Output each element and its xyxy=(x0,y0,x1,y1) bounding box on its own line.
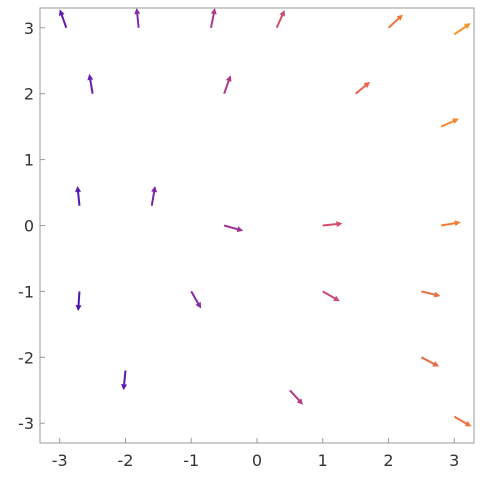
arrow-layer xyxy=(58,8,472,427)
vector-arrow-15 xyxy=(440,220,461,227)
y-tick-label: -2 xyxy=(18,348,34,367)
vector-arrow-13 xyxy=(223,224,244,233)
vector-arrow-16 xyxy=(75,291,82,312)
vector-arrow-7 xyxy=(87,73,94,94)
vector-arrow-4 xyxy=(275,9,285,29)
x-tick-label: 1 xyxy=(318,451,328,470)
vector-arrow-3 xyxy=(209,8,217,28)
vector-arrow-6 xyxy=(453,23,471,36)
y-tick-label: 0 xyxy=(24,217,34,236)
vector-arrow-14 xyxy=(322,221,343,228)
vector-arrow-21 xyxy=(289,389,304,405)
x-tick-label: -3 xyxy=(52,451,68,470)
x-tick-label: -1 xyxy=(183,451,199,470)
vector-arrow-20 xyxy=(121,370,128,391)
vector-arrow-17 xyxy=(190,290,202,309)
vector-arrow-2 xyxy=(134,8,141,28)
vector-arrow-11 xyxy=(75,185,82,206)
y-tick-label: -3 xyxy=(18,414,34,433)
x-tick-label: 2 xyxy=(383,451,393,470)
vector-arrow-22 xyxy=(420,356,440,367)
y-tick-label: -1 xyxy=(18,282,34,301)
vector-arrow-12 xyxy=(150,185,158,206)
x-axis: -3 -2 -1 0 1 2 3 xyxy=(52,438,459,470)
vector-arrow-8 xyxy=(223,75,232,95)
vector-arrow-19 xyxy=(421,290,441,298)
vector-arrow-10 xyxy=(440,118,459,128)
y-tick-label: 1 xyxy=(24,151,34,170)
x-tick-label: 0 xyxy=(252,451,262,470)
vector-arrow-9 xyxy=(355,81,371,95)
vector-arrow-18 xyxy=(322,290,340,302)
y-axis: -3 -2 -1 0 1 2 3 xyxy=(18,19,45,433)
vector-arrow-23 xyxy=(453,415,472,427)
plot-frame xyxy=(39,7,475,444)
x-tick-label: 3 xyxy=(449,451,459,470)
y-tick-label: 2 xyxy=(24,85,34,104)
y-tick-label: 3 xyxy=(24,19,34,38)
vector-arrow-1 xyxy=(58,9,68,29)
vector-arrow-5 xyxy=(387,14,403,29)
x-tick-label: -2 xyxy=(118,451,134,470)
